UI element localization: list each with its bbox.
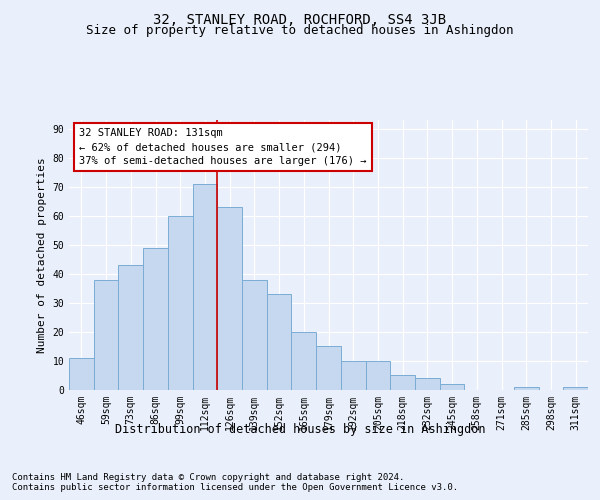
Bar: [365, 361, 390, 390]
Bar: [217, 207, 242, 390]
Bar: [69, 358, 94, 390]
Bar: [514, 387, 539, 390]
Bar: [94, 280, 118, 390]
Bar: [316, 346, 341, 390]
Text: Size of property relative to detached houses in Ashingdon: Size of property relative to detached ho…: [86, 24, 514, 37]
Text: Contains HM Land Registry data © Crown copyright and database right 2024.: Contains HM Land Registry data © Crown c…: [12, 472, 404, 482]
Text: 32 STANLEY ROAD: 131sqm
← 62% of detached houses are smaller (294)
37% of semi-d: 32 STANLEY ROAD: 131sqm ← 62% of detache…: [79, 128, 367, 166]
Bar: [267, 294, 292, 390]
Bar: [118, 265, 143, 390]
Bar: [341, 361, 365, 390]
Bar: [242, 280, 267, 390]
Bar: [292, 332, 316, 390]
Text: Contains public sector information licensed under the Open Government Licence v3: Contains public sector information licen…: [12, 484, 458, 492]
Bar: [415, 378, 440, 390]
Text: 32, STANLEY ROAD, ROCHFORD, SS4 3JB: 32, STANLEY ROAD, ROCHFORD, SS4 3JB: [154, 12, 446, 26]
Bar: [390, 376, 415, 390]
Bar: [193, 184, 217, 390]
Bar: [143, 248, 168, 390]
Bar: [168, 216, 193, 390]
Y-axis label: Number of detached properties: Number of detached properties: [37, 157, 47, 353]
Bar: [563, 387, 588, 390]
Text: Distribution of detached houses by size in Ashingdon: Distribution of detached houses by size …: [115, 422, 485, 436]
Bar: [440, 384, 464, 390]
